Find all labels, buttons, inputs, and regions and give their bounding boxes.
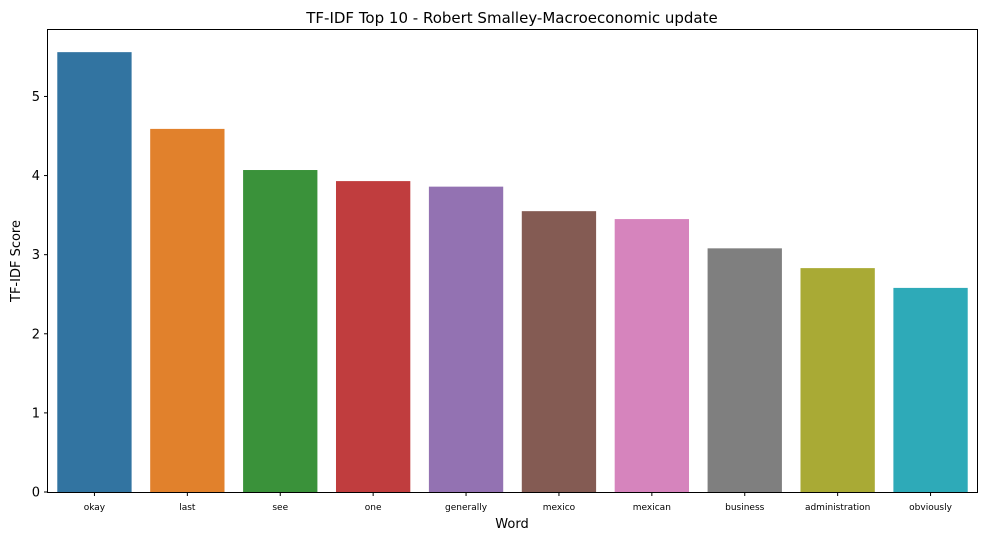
x-axis-label: Word xyxy=(495,517,528,532)
bar-business xyxy=(707,248,782,492)
x-tick-label: administration xyxy=(805,503,870,513)
y-tick-label: 0 xyxy=(32,486,40,501)
y-axis-label: TF-IDF Score xyxy=(9,220,24,303)
bar-obviously xyxy=(893,287,968,492)
x-tick-label: business xyxy=(725,503,765,513)
bar-mexican xyxy=(614,219,690,492)
y-tick-label: 3 xyxy=(32,248,40,263)
bars-group xyxy=(57,52,968,493)
x-tick-label: one xyxy=(365,503,382,513)
y-axis-ticks: 0 1 2 3 4 5 xyxy=(32,90,48,501)
chart-title: TF-IDF Top 10 - Robert Smalley-Macroecon… xyxy=(305,9,717,27)
plot-frame xyxy=(47,29,978,493)
bar-last xyxy=(150,128,225,492)
x-tick-label: okay xyxy=(84,503,106,513)
y-tick-label: 2 xyxy=(32,327,40,342)
y-tick-label: 4 xyxy=(32,169,40,184)
y-tick-label: 5 xyxy=(32,90,40,105)
x-tick-label: see xyxy=(272,503,288,513)
x-tick-label: mexico xyxy=(543,503,576,513)
bar-see xyxy=(243,170,318,492)
bar-one xyxy=(335,181,411,492)
x-tick-label: obviously xyxy=(909,503,952,513)
bar-administration xyxy=(800,268,875,492)
x-tick-label: mexican xyxy=(633,503,671,513)
x-tick-label: generally xyxy=(445,503,488,513)
y-tick-label: 1 xyxy=(32,406,40,421)
x-tick-labels: okay last see one generally mexico mexican busi… xyxy=(84,492,953,513)
x-tick-label: last xyxy=(179,503,196,513)
bar-generally xyxy=(428,186,504,492)
bar-mexico xyxy=(521,211,597,492)
bar-okay xyxy=(57,52,132,493)
